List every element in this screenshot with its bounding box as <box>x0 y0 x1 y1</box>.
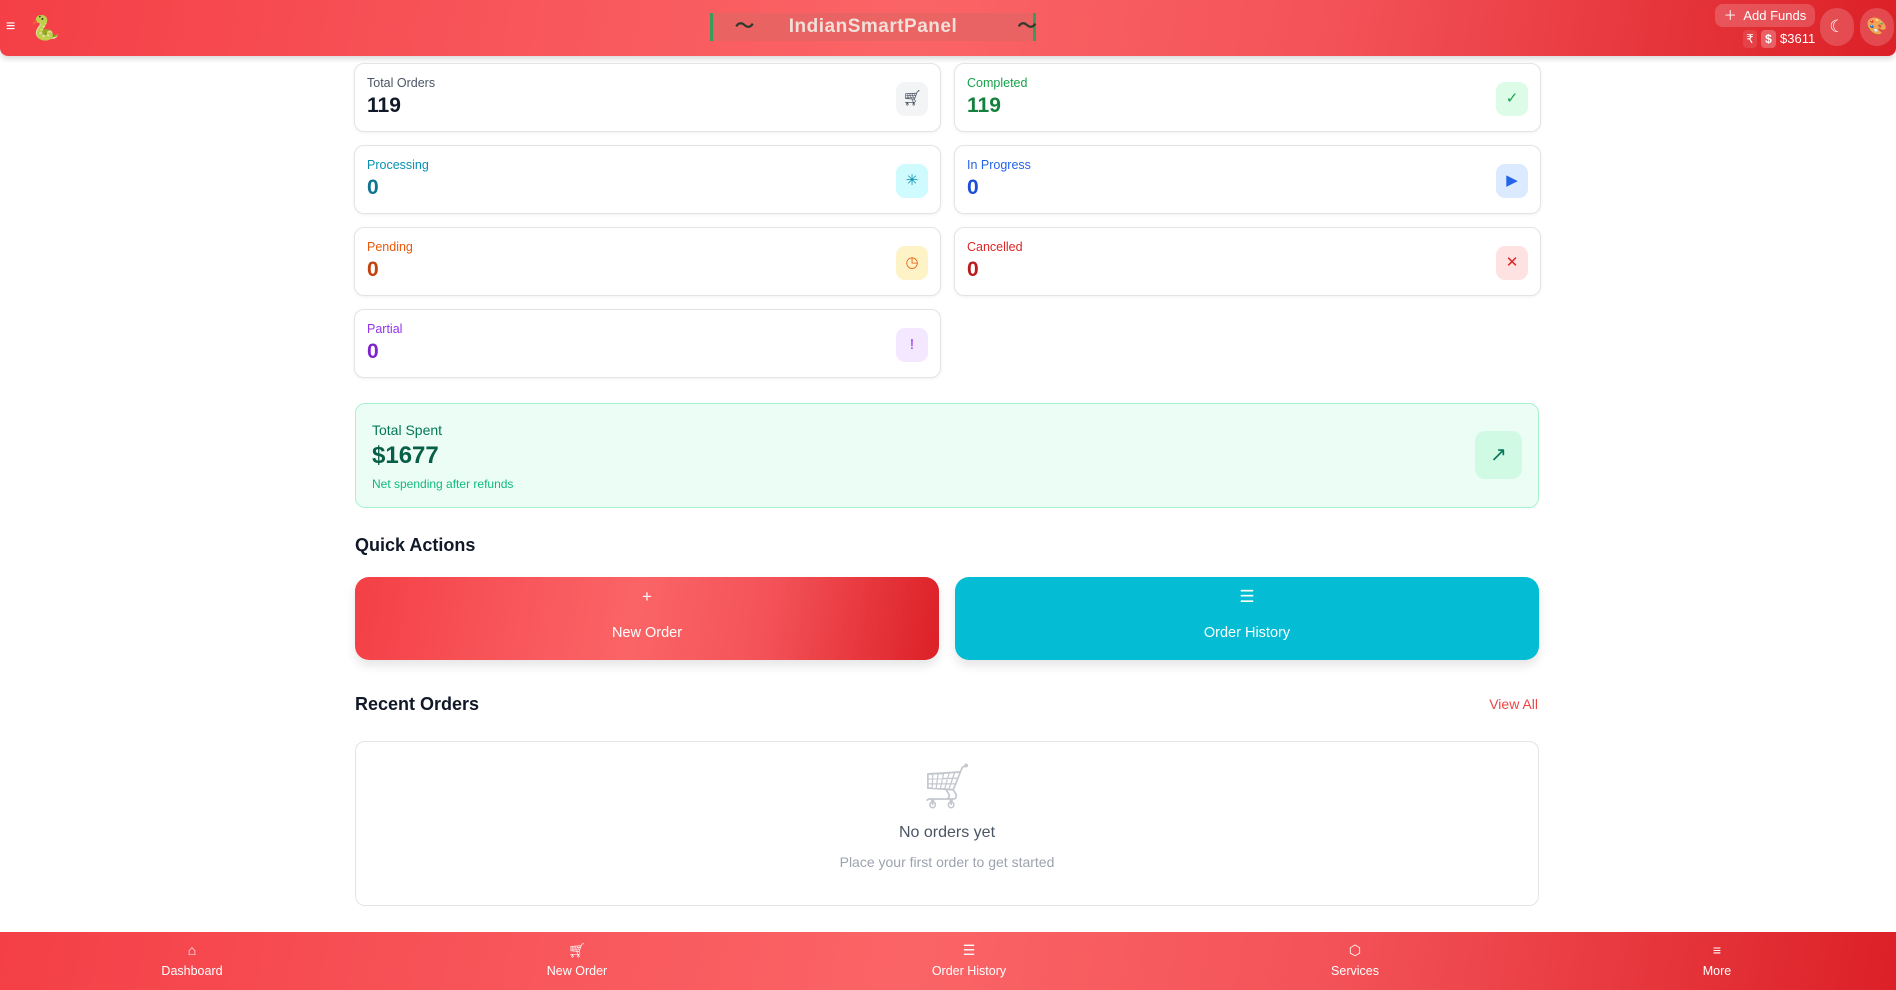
stat-card-completed: Completed 119 ✓ <box>954 63 1541 132</box>
wallet-balance: $3611 <box>1780 31 1816 46</box>
stat-value: 119 <box>967 94 1001 117</box>
stat-value: 0 <box>967 258 979 281</box>
quick-actions-heading: Quick Actions <box>355 535 476 555</box>
new-order-button[interactable]: + New Order <box>355 577 939 660</box>
stat-value: 0 <box>367 340 379 363</box>
total-spent-label: Total Spent <box>372 422 443 438</box>
loader-icon: ✳ <box>896 164 928 198</box>
nav-services[interactable]: ⬡ Services <box>1295 932 1415 990</box>
stat-card-in-progress: In Progress 0 ▶ <box>954 145 1541 214</box>
x-circle-icon: ✕ <box>1496 246 1528 280</box>
stat-label: Completed <box>967 76 1028 90</box>
cart-icon: 🛒︎ <box>896 82 928 116</box>
plus-icon: + <box>642 587 652 606</box>
currency-inr-toggle[interactable]: ₹ <box>1743 30 1757 48</box>
empty-title: No orders yet <box>898 824 996 841</box>
bottom-nav: ⌂ Dashboard 🛒︎ New Order ☰ Order History ⬡ S… <box>0 932 1896 990</box>
nav-label: Order History <box>931 964 1007 978</box>
theme-palette-icon[interactable]: 🎨 <box>1860 8 1894 46</box>
stat-label: Partial <box>367 322 403 336</box>
stat-label: Processing <box>367 158 429 172</box>
trending-up-icon: ↗ <box>1475 431 1522 479</box>
order-history-button[interactable]: ☰ Order History <box>955 577 1539 660</box>
nav-label: New Order <box>546 964 608 978</box>
brand-banner[interactable]: 〜 IndianSmartPanel 〜 <box>710 13 1037 41</box>
nav-more[interactable]: ≡ More <box>1657 932 1777 990</box>
order-history-label: Order History <box>1203 625 1291 641</box>
wave-icon: 〜 <box>735 16 755 37</box>
nav-dashboard[interactable]: ⌂ Dashboard <box>132 932 252 990</box>
menu-icon: ≡ <box>1712 942 1722 958</box>
stat-label: Cancelled <box>967 240 1023 254</box>
clock-icon: ◷ <box>896 246 928 280</box>
stat-label: Total Orders <box>367 76 436 90</box>
cart-icon: 🛒︎ <box>919 762 975 811</box>
stat-card-processing: Processing 0 ✳ <box>354 145 941 214</box>
add-funds-button[interactable]: ＋ Add Funds <box>1715 4 1815 27</box>
nav-order-history[interactable]: ☰ Order History <box>909 932 1029 990</box>
nav-label: Dashboard <box>161 964 223 978</box>
top-header: ≡ 🐍 〜 IndianSmartPanel 〜 ＋ Add Funds ₹ $… <box>0 0 1896 56</box>
stat-value: 0 <box>367 258 379 281</box>
package-icon: ⬡ <box>1348 942 1362 958</box>
stat-card-cancelled: Cancelled 0 ✕ <box>954 227 1541 296</box>
total-spent-card: Total Spent $1677 Net spending after ref… <box>355 403 1539 508</box>
stat-value: 0 <box>367 176 379 199</box>
check-circle-icon: ✓ <box>1496 82 1528 116</box>
plus-icon: ＋ <box>1723 8 1737 23</box>
add-funds-label: Add Funds <box>1743 8 1807 23</box>
list-icon: ☰ <box>1239 587 1255 606</box>
empty-subtitle: Place your first order to get started <box>839 854 1055 870</box>
stat-label: In Progress <box>967 158 1031 172</box>
view-all-link[interactable]: View All <box>1489 696 1538 712</box>
stat-card-total-orders: Total Orders 119 🛒︎ <box>354 63 941 132</box>
nav-label: More <box>1702 964 1732 978</box>
recent-orders-heading: Recent Orders <box>355 694 480 714</box>
nav-new-order[interactable]: 🛒︎ New Order <box>517 932 637 990</box>
play-circle-icon: ▶ <box>1496 164 1528 198</box>
hamburger-menu-icon[interactable]: ≡ <box>6 18 16 35</box>
total-spent-value: $1677 <box>372 442 439 469</box>
nav-label: Services <box>1331 964 1379 978</box>
snake-logo-icon[interactable]: 🐍 <box>30 15 60 42</box>
stat-card-partial: Partial 0 ! <box>354 309 941 378</box>
home-icon: ⌂ <box>187 942 197 958</box>
currency-usd-toggle[interactable]: $ <box>1761 30 1776 48</box>
total-spent-note: Net spending after refunds <box>372 477 514 491</box>
stat-value: 0 <box>967 176 979 199</box>
stat-label: Pending <box>367 240 413 254</box>
cart-icon: 🛒︎ <box>568 942 586 958</box>
list-icon: ☰ <box>962 942 976 958</box>
stat-value: 119 <box>367 94 401 117</box>
alert-circle-icon: ! <box>896 328 928 362</box>
new-order-label: New Order <box>611 625 683 641</box>
recent-orders-empty: 🛒︎ No orders yet Place your first order … <box>355 741 1539 906</box>
brand-name: IndianSmartPanel <box>788 16 958 37</box>
wave-icon: 〜 <box>1017 16 1037 37</box>
stat-card-pending: Pending 0 ◷ <box>354 227 941 296</box>
dark-mode-moon-icon[interactable]: ☾ <box>1820 8 1854 46</box>
